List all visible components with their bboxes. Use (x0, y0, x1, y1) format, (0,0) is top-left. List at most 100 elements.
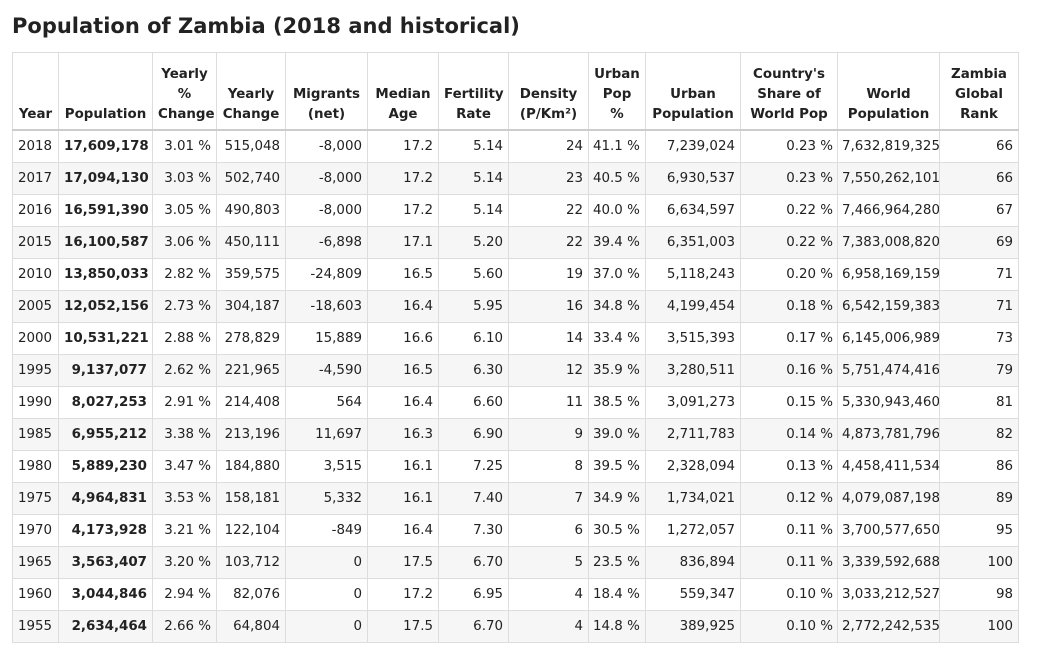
cell-global-rank: 98 (939, 578, 1019, 611)
table-row: 2010 13,850,033 2.82 % 359,575 -24,809 16.5 5.… (12, 258, 1019, 291)
cell-migrants: -849 (285, 514, 368, 547)
cell-world-share: 0.15 % (740, 386, 838, 419)
cell-density: 4 (508, 578, 589, 611)
cell-density: 19 (508, 258, 589, 291)
cell-urban-population: 836,894 (645, 546, 741, 579)
header-density: Density (P/Km²) (508, 52, 589, 131)
table-row: 1975 4,964,831 3.53 % 158,181 5,332 16.1 7.40 7… (12, 482, 1019, 515)
cell-median-age: 17.5 (367, 546, 439, 579)
cell-fertility-rate: 7.40 (438, 482, 509, 515)
cell-world-population: 4,458,411,534 (837, 450, 940, 483)
cell-global-rank: 95 (939, 514, 1019, 547)
cell-population: 17,094,130 (58, 162, 153, 195)
cell-global-rank: 66 (939, 162, 1019, 195)
header-urban-population: Urban Population (645, 52, 741, 131)
cell-median-age: 16.6 (367, 322, 439, 355)
cell-density: 22 (508, 194, 589, 227)
cell-density: 23 (508, 162, 589, 195)
cell-urban-pop-pct: 30.5 % (588, 514, 646, 547)
cell-urban-pop-pct: 33.4 % (588, 322, 646, 355)
table-row: 2016 16,591,390 3.05 % 490,803 -8,000 17.2 5.1… (12, 194, 1019, 227)
cell-yearly-change: 515,048 (216, 129, 286, 163)
cell-world-share: 0.22 % (740, 226, 838, 259)
cell-world-share: 0.16 % (740, 354, 838, 387)
cell-global-rank: 81 (939, 386, 1019, 419)
cell-year: 2018 (12, 129, 59, 163)
cell-migrants: -8,000 (285, 129, 368, 163)
cell-population: 4,173,928 (58, 514, 153, 547)
cell-world-share: 0.12 % (740, 482, 838, 515)
cell-yearly-pct-change: 2.66 % (152, 610, 217, 643)
header-median-age: Median Age (367, 52, 439, 131)
cell-median-age: 16.4 (367, 514, 439, 547)
cell-population: 17,609,178 (58, 129, 153, 163)
cell-density: 7 (508, 482, 589, 515)
cell-population: 16,591,390 (58, 194, 153, 227)
cell-urban-population: 4,199,454 (645, 290, 741, 323)
cell-population: 3,044,846 (58, 578, 153, 611)
cell-yearly-change: 502,740 (216, 162, 286, 195)
cell-yearly-change: 122,104 (216, 514, 286, 547)
cell-yearly-change: 214,408 (216, 386, 286, 419)
table-row: 1965 3,563,407 3.20 % 103,712 0 17.5 6.70 5 23.5… (12, 546, 1019, 579)
cell-fertility-rate: 6.70 (438, 546, 509, 579)
cell-yearly-pct-change: 3.06 % (152, 226, 217, 259)
cell-yearly-pct-change: 2.82 % (152, 258, 217, 291)
cell-density: 4 (508, 610, 589, 643)
cell-yearly-pct-change: 3.47 % (152, 450, 217, 483)
cell-density: 22 (508, 226, 589, 259)
cell-density: 11 (508, 386, 589, 419)
cell-urban-pop-pct: 39.0 % (588, 418, 646, 451)
cell-fertility-rate: 5.60 (438, 258, 509, 291)
table-row: 2005 12,052,156 2.73 % 304,187 -18,603 16.4 5.… (12, 290, 1019, 323)
cell-population: 4,964,831 (58, 482, 153, 515)
cell-yearly-change: 103,712 (216, 546, 286, 579)
cell-world-share: 0.22 % (740, 194, 838, 227)
cell-yearly-change: 490,803 (216, 194, 286, 227)
cell-year: 1980 (12, 450, 59, 483)
cell-world-population: 7,632,819,325 (837, 129, 940, 163)
cell-fertility-rate: 6.30 (438, 354, 509, 387)
cell-migrants: -8,000 (285, 162, 368, 195)
cell-density: 6 (508, 514, 589, 547)
table-row: 2000 10,531,221 2.88 % 278,829 15,889 16.6 6.1… (12, 322, 1019, 355)
cell-world-population: 5,751,474,416 (837, 354, 940, 387)
cell-urban-population: 6,351,003 (645, 226, 741, 259)
cell-world-share: 0.20 % (740, 258, 838, 291)
cell-yearly-change: 213,196 (216, 418, 286, 451)
cell-density: 8 (508, 450, 589, 483)
cell-world-population: 4,873,781,796 (837, 418, 940, 451)
cell-global-rank: 100 (939, 610, 1019, 643)
table-row: 1955 2,634,464 2.66 % 64,804 0 17.5 6.70 4 14.8 … (12, 610, 1019, 643)
cell-yearly-change: 64,804 (216, 610, 286, 643)
cell-median-age: 16.4 (367, 290, 439, 323)
cell-year: 2000 (12, 322, 59, 355)
cell-world-population: 6,145,006,989 (837, 322, 940, 355)
cell-urban-population: 389,925 (645, 610, 741, 643)
cell-fertility-rate: 7.25 (438, 450, 509, 483)
cell-population: 10,531,221 (58, 322, 153, 355)
cell-density: 24 (508, 129, 589, 163)
cell-global-rank: 86 (939, 450, 1019, 483)
cell-world-share: 0.14 % (740, 418, 838, 451)
cell-year: 2005 (12, 290, 59, 323)
cell-urban-pop-pct: 14.8 % (588, 610, 646, 643)
cell-urban-pop-pct: 37.0 % (588, 258, 646, 291)
cell-median-age: 16.4 (367, 386, 439, 419)
cell-yearly-pct-change: 3.20 % (152, 546, 217, 579)
cell-world-share: 0.18 % (740, 290, 838, 323)
table-row: 1985 6,955,212 3.38 % 213,196 11,697 16.3 6.90… (12, 418, 1019, 451)
cell-fertility-rate: 6.10 (438, 322, 509, 355)
cell-migrants: -24,809 (285, 258, 368, 291)
cell-world-population: 5,330,943,460 (837, 386, 940, 419)
cell-global-rank: 73 (939, 322, 1019, 355)
table-row: 1995 9,137,077 2.62 % 221,965 -4,590 16.5 6.30… (12, 354, 1019, 387)
header-yearly-pct-change: Yearly % Change (152, 52, 217, 131)
cell-median-age: 17.2 (367, 162, 439, 195)
cell-urban-population: 7,239,024 (645, 129, 741, 163)
cell-migrants: 3,515 (285, 450, 368, 483)
population-table: Year Population Yearly % Change Yearly Chan… (12, 52, 1019, 643)
cell-yearly-change: 304,187 (216, 290, 286, 323)
cell-urban-pop-pct: 35.9 % (588, 354, 646, 387)
cell-urban-pop-pct: 34.8 % (588, 290, 646, 323)
